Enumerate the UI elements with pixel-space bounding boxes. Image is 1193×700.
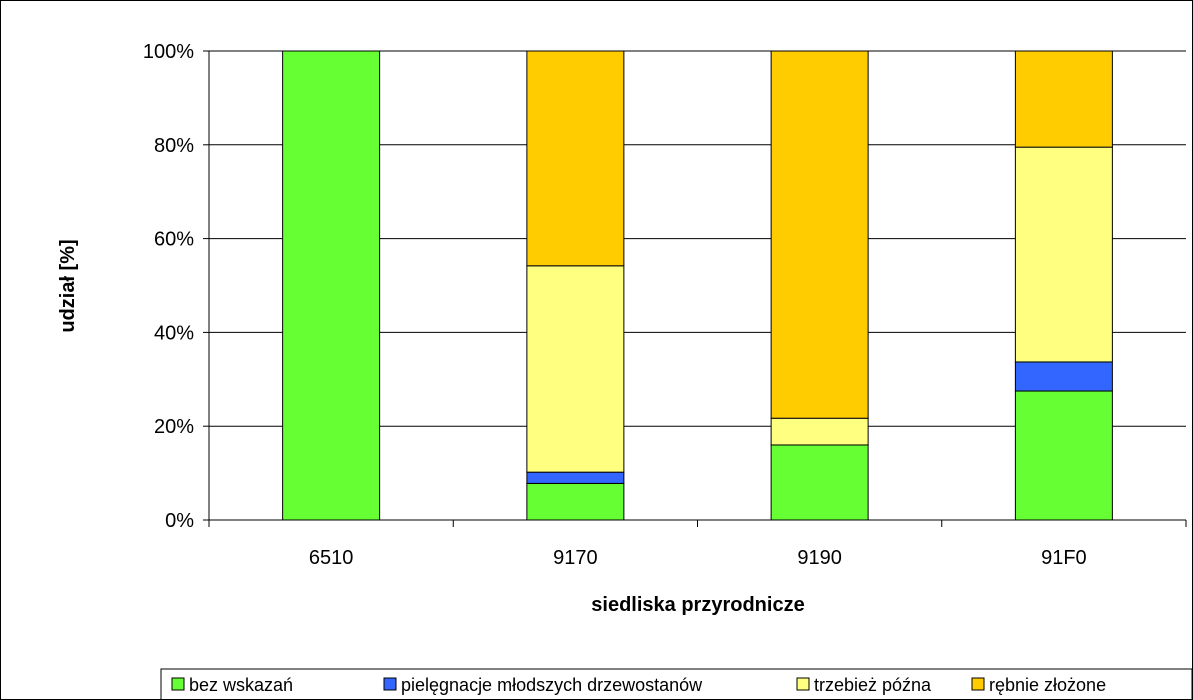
bar-segment-9170-rębnie-złożone (526, 50, 625, 267)
bar-segment-9170-pielęgnacje-młodszych-drzewostanów (526, 471, 625, 484)
y-tick-label: 60% (154, 229, 194, 251)
legend-swatch (171, 677, 185, 691)
legend-label: trzebież późna (814, 675, 932, 695)
legend-item: bez wskazań (171, 675, 293, 695)
axes (203, 50, 1187, 527)
bar-segment-91F0-trzebież-późna (1014, 146, 1113, 363)
legend-item: trzebież późna (796, 675, 932, 695)
bar-segment-9190-trzebież-późna (770, 417, 869, 446)
bar-segment-6510-bez-wskazań (282, 50, 381, 521)
x-axis-title: siedliska przyrodnicze (591, 594, 804, 616)
y-tick-label: 0% (165, 510, 194, 532)
bar-segment-91F0-pielęgnacje-młodszych-drzewostanów (1014, 361, 1113, 392)
y-tick-label: 100% (143, 41, 194, 63)
bar-segment-9190-rębnie-złożone (770, 50, 869, 419)
bar-segment-91F0-rębnie-złożone (1014, 50, 1113, 148)
y-tick-label: 20% (154, 416, 194, 438)
bar-segment-9190-bez-wskazań (770, 444, 869, 521)
x-tick-label-91F0: 91F0 (1041, 547, 1087, 569)
bars (282, 50, 1113, 521)
legend: bez wskazań pielęgnacje młodszych drzewos… (160, 668, 1192, 699)
legend-label: bez wskazań (189, 675, 293, 695)
legend-item: pielęgnacje młodszych drzewostanów (383, 675, 703, 695)
x-tick-label-9190: 9190 (797, 547, 842, 569)
legend-label: pielęgnacje młodszych drzewostanów (401, 675, 703, 695)
y-tick-label: 80% (154, 135, 194, 157)
bar-segment-9170-trzebież-późna (526, 265, 625, 473)
legend-swatch (796, 677, 810, 691)
legend-box (160, 668, 1192, 699)
legend-swatch (383, 677, 397, 691)
legend-swatch (971, 677, 985, 691)
y-axis-title: udział [%] (57, 239, 79, 332)
y-tick-label: 40% (154, 322, 194, 344)
bar-segment-91F0-bez-wskazań (1014, 390, 1113, 521)
x-tick-label-9170: 9170 (553, 547, 598, 569)
y-tick-labels: 0% 20% 40% 60% 80% 100% (143, 41, 194, 532)
legend-item: rębnie złożone (971, 675, 1106, 695)
x-tick-label-6510: 6510 (309, 547, 354, 569)
x-tick-labels: 6510 9170 9190 91F0 (309, 547, 1087, 569)
bar-segment-9170-bez-wskazań (526, 482, 625, 521)
legend-label: rębnie złożone (989, 675, 1106, 695)
